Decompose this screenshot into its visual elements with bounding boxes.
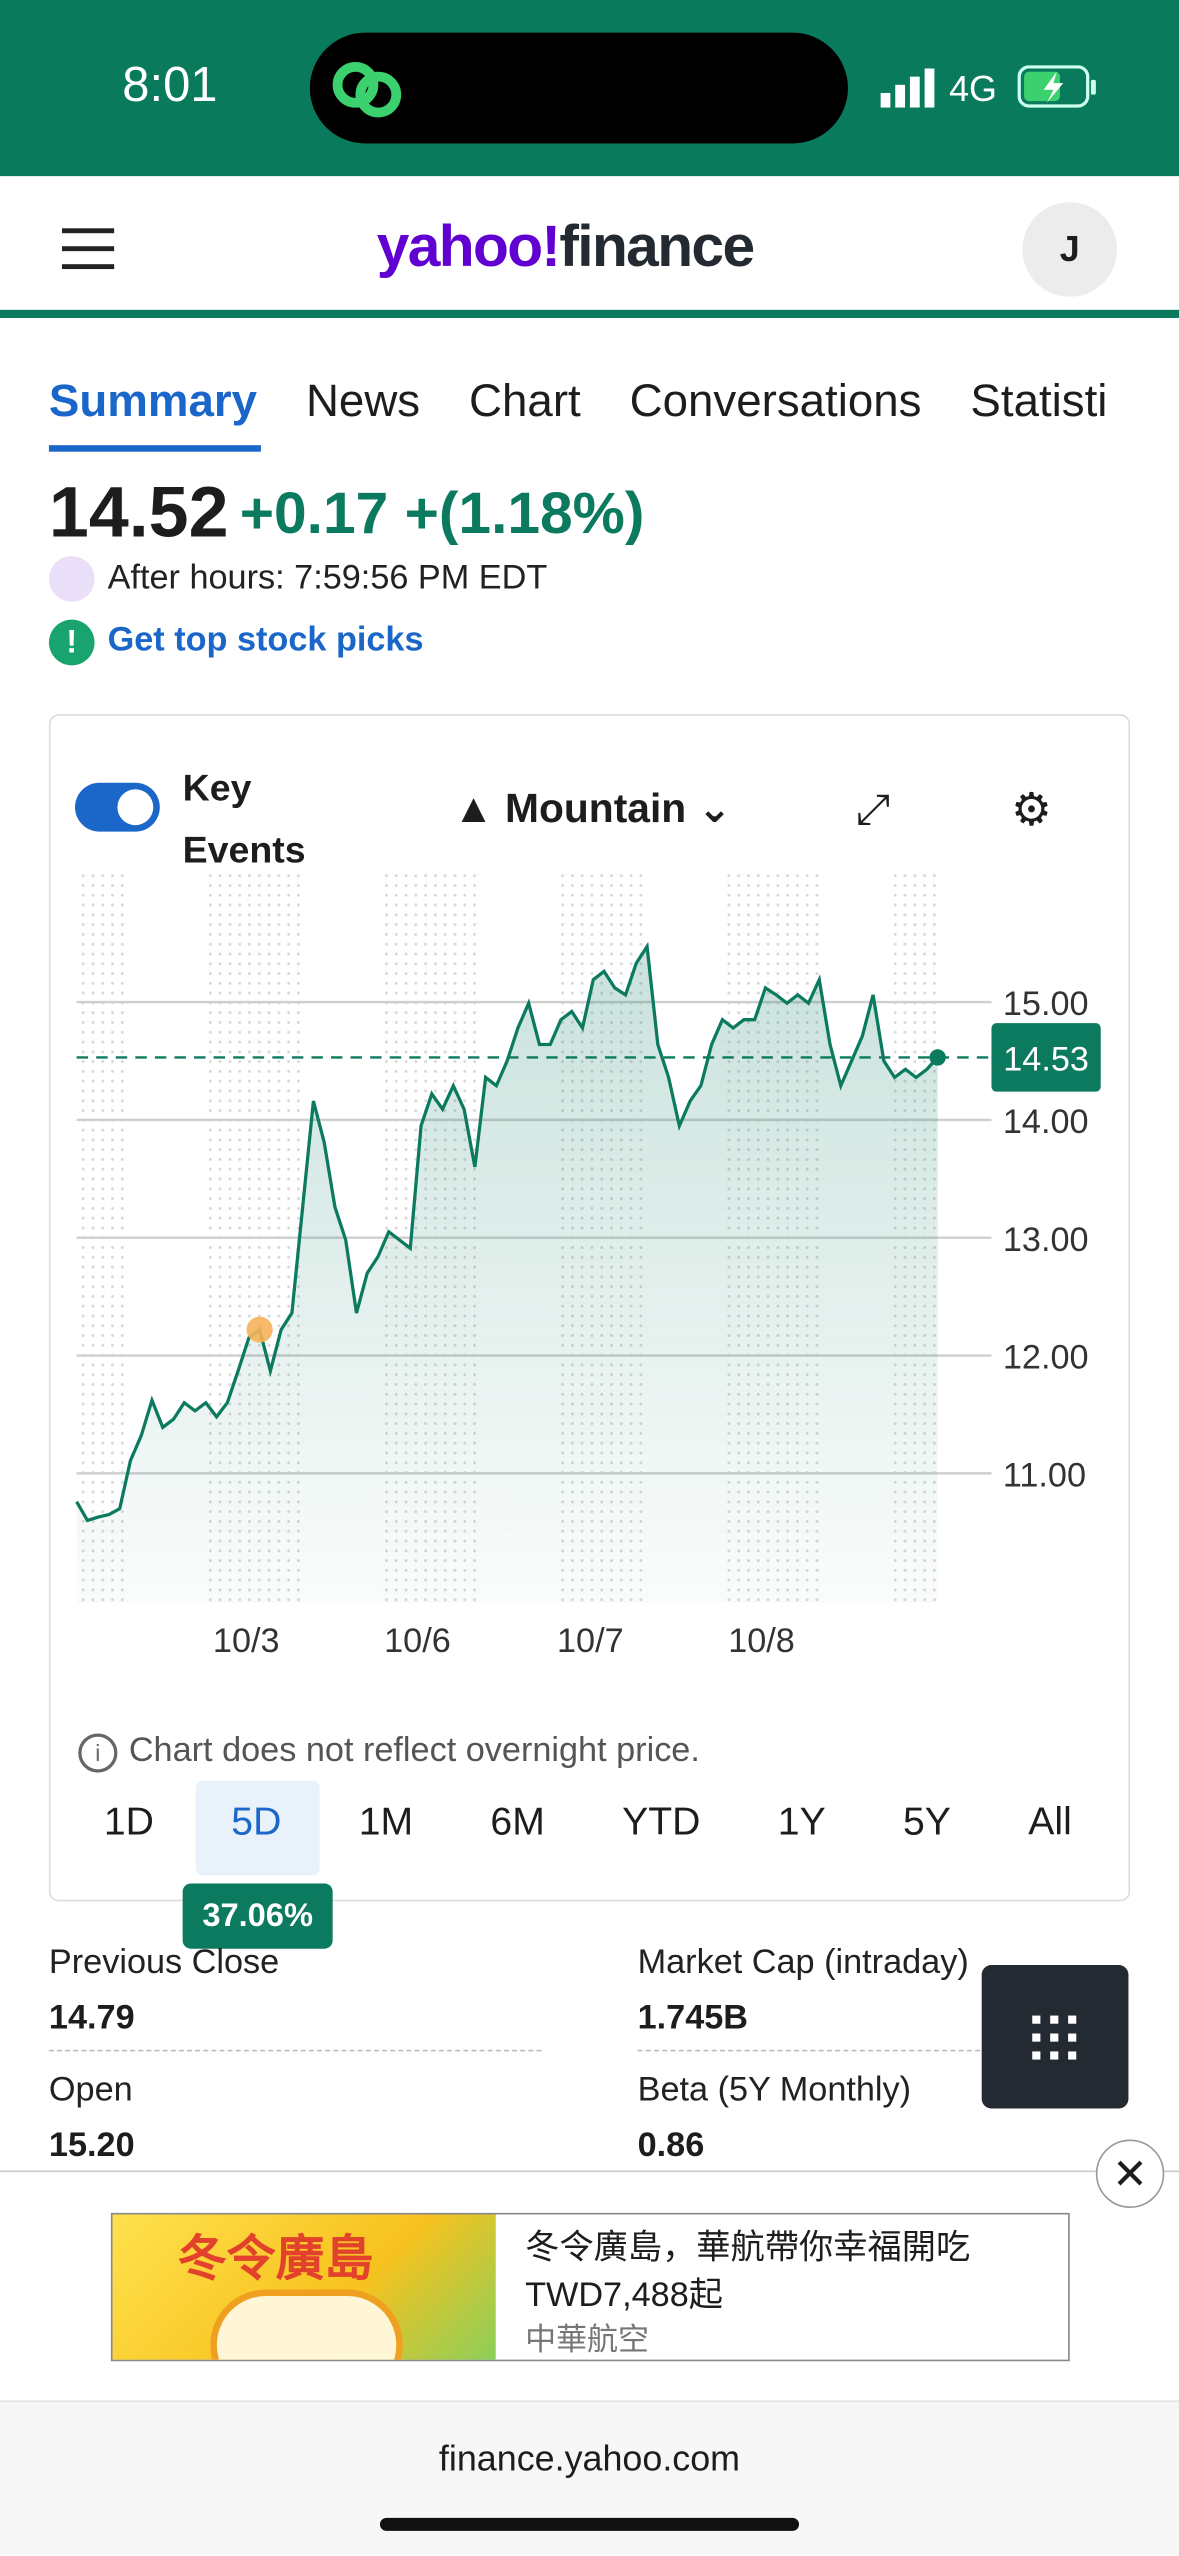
range-button[interactable]: 6M [490, 1800, 545, 1845]
ad-banner[interactable] [110, 2212, 1070, 2362]
price-line [75, 941, 939, 1523]
range-selected-bg [195, 1780, 320, 1876]
stat-label: Market Cap (intraday) [637, 1943, 969, 1982]
menu-button[interactable] [61, 225, 121, 274]
after-hours: After hours: 7:59:56 PM EDT [107, 559, 548, 597]
price-chart: 11.00 12.00 13.00 14.00 15.00 10/3 10/6 10/7 10/… [75, 872, 1101, 1660]
stat-label: Previous Close [48, 1943, 280, 1982]
chart-type-select[interactable]: ▲ Mountain ⌄ [453, 786, 732, 832]
tab-bar: Summary News Chart Conversations Statisti [49, 375, 1108, 427]
change-percent: +(1.18%) [404, 479, 645, 547]
stat-value: 15.20 [48, 2126, 135, 2164]
stat-label: Open [48, 2071, 133, 2109]
keypad-button[interactable] [981, 1965, 1129, 2109]
current-price-label: 14.53 [1003, 1040, 1089, 1078]
price-change: +0.17 +(1.18%) [240, 479, 645, 547]
ad-price: TWD7,488起 [525, 2276, 724, 2314]
ad-close[interactable]: ✕ [1095, 2139, 1165, 2208]
x-tick-label: 10/3 [213, 1622, 280, 1660]
network: 4G [949, 68, 997, 110]
expand-button[interactable]: ⤢ [856, 784, 891, 834]
label-line: Key [182, 766, 252, 809]
current-price-tag [991, 1023, 1101, 1092]
stat-value: 14.79 [48, 1999, 135, 2037]
range-button[interactable]: All [1028, 1800, 1072, 1845]
chart-type: Mountain [505, 786, 687, 832]
logo-finance: finance [559, 211, 755, 279]
ad-divider [0, 2170, 1179, 2173]
chart-card [48, 714, 1131, 1902]
keypad-icon [1032, 2015, 1077, 2060]
y-tick-label: 11.00 [1003, 1456, 1086, 1494]
x-tick-label: 10/7 [557, 1622, 624, 1660]
y-tick-label: 14.00 [1003, 1103, 1089, 1141]
x-tick-label: 10/6 [384, 1622, 451, 1660]
last-point [929, 1049, 946, 1066]
battery-icon [1017, 65, 1096, 108]
ad-advertiser: 中華航空 [525, 2323, 650, 2359]
label-line: Events [182, 828, 306, 871]
range-bar: 1D 5D 1M 6M YTD 1Y 5Y All [65, 1800, 1110, 1846]
tab[interactable]: Summary [48, 375, 258, 426]
header-border [0, 309, 1179, 318]
range-button[interactable]: 5D [231, 1800, 282, 1845]
change: +0.17 [239, 479, 389, 547]
tab[interactable]: Conversations [629, 375, 922, 426]
tab[interactable]: Chart [469, 375, 581, 426]
stat-divider [637, 2049, 981, 2052]
stats: Previous Close 14.79 Market Cap (intraday)… [48, 1943, 981, 2164]
range-button[interactable]: 1D [103, 1800, 154, 1845]
key-events-toggle[interactable] [75, 782, 160, 832]
home-indicator [379, 2517, 800, 2531]
time: 8:01 [122, 58, 218, 113]
promo-icon: ! [48, 619, 95, 666]
logo[interactable]: yahoo!finance [376, 211, 755, 280]
stat-value: 0.86 [637, 2126, 705, 2164]
x-tick-label: 10/8 [728, 1622, 795, 1660]
tab[interactable]: News [305, 375, 421, 426]
range-button[interactable]: 1Y [777, 1800, 826, 1845]
ad-image-text: 冬令廣島 [177, 2232, 374, 2287]
y-tick-label: 13.00 [1003, 1221, 1089, 1259]
area [76, 946, 938, 1603]
range-button[interactable]: 5Y [903, 1800, 951, 1845]
promo-link[interactable]: Get top stock picks [107, 621, 424, 659]
after-hours-icon [48, 556, 95, 602]
range-tooltip: 37.06% [182, 1883, 333, 1949]
y-tick-label: 15.00 [1003, 985, 1089, 1023]
tab[interactable]: Statisti [970, 375, 1108, 426]
stat-label: Beta (5Y Monthly) [637, 2071, 912, 2109]
range-button[interactable]: 1M [358, 1800, 414, 1845]
logo-yahoo: yahoo! [376, 211, 561, 279]
key-events-label: Key Events [183, 757, 306, 881]
info-icon: i [78, 1733, 118, 1773]
y-tick-label: 12.00 [1003, 1339, 1089, 1377]
ad-headline: 冬令廣島，華航帶你幸福開吃 [525, 2229, 971, 2267]
range-button[interactable]: YTD [622, 1800, 701, 1845]
price: 14.52 [48, 472, 229, 553]
key-event [246, 1316, 273, 1343]
avatar[interactable]: J [1022, 202, 1118, 297]
ad-image: 冬令廣島 [112, 2214, 496, 2360]
island-icon [332, 61, 402, 118]
signal-icon [880, 68, 935, 108]
url[interactable]: finance.yahoo.com [438, 2437, 741, 2479]
chart-note: Chart does not reflect overnight price. [128, 1731, 700, 1770]
stat-value: 1.745B [637, 1999, 749, 2037]
stat-divider [48, 2049, 542, 2052]
tab-underline [48, 445, 261, 452]
settings-button[interactable]: ⚙ [1011, 784, 1052, 835]
